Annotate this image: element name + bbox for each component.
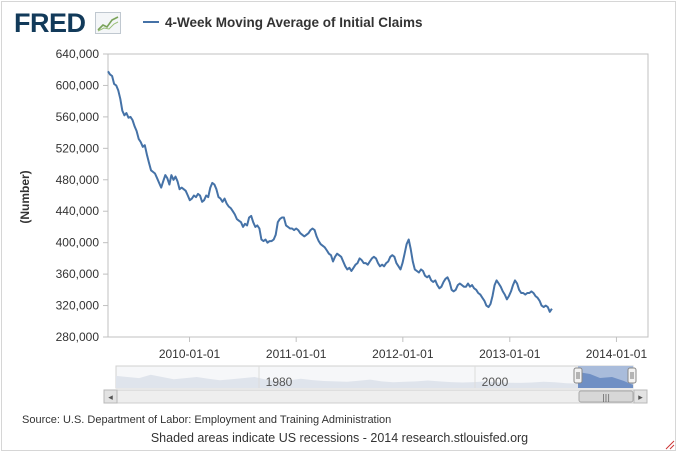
y-tick-label: 320,000: [56, 299, 100, 313]
x-tick-label: 2014-01-01: [586, 347, 648, 361]
y-tick-label: 480,000: [56, 173, 100, 187]
scrollbar-right-button[interactable]: [633, 389, 648, 404]
left-arrow-icon: ◂: [108, 393, 113, 403]
y-tick-label: 560,000: [56, 110, 100, 124]
scrollbar-track[interactable]: [103, 389, 648, 404]
y-tick-label: 520,000: [56, 141, 100, 155]
navigator-handle[interactable]: [573, 367, 583, 384]
series-line[interactable]: [107, 70, 553, 313]
chart-legend[interactable]: 4-Week Moving Average of Initial Claims: [143, 12, 423, 32]
y-tick-label: 360,000: [56, 267, 100, 281]
line-graph-icon: [95, 12, 121, 34]
y-tick-label: 280,000: [56, 330, 100, 344]
x-tick-label: 2010-01-01: [159, 347, 221, 361]
navigator-year-label: 1980: [266, 375, 293, 389]
y-tick-label: 600,000: [56, 78, 100, 92]
y-tick-label: 400,000: [56, 236, 100, 250]
y-tick-label: 440,000: [56, 204, 100, 218]
legend-label: 4-Week Moving Average of Initial Claims: [165, 14, 423, 30]
legend-swatch: [143, 21, 159, 23]
x-tick-label: 2013-01-01: [479, 347, 541, 361]
fred-logo[interactable]: FRED: [14, 8, 86, 38]
navigator-history: [116, 374, 578, 388]
scrollbar-left-button[interactable]: [103, 389, 118, 404]
navigator-year-label: 2000: [482, 375, 509, 389]
resize-grip-icon[interactable]: [665, 440, 675, 450]
plot-area: [107, 53, 649, 338]
x-tick-label: 2012-01-01: [372, 347, 434, 361]
scrollbar-thumb[interactable]: [578, 390, 634, 403]
navigator-selected-series: [578, 372, 633, 388]
scrollbar-grip: |||: [602, 393, 610, 402]
y-axis-title: (Number): [18, 170, 32, 223]
y-tick-label: 640,000: [56, 47, 100, 61]
right-arrow-icon: ▸: [638, 393, 643, 403]
x-tick-label: 2011-01-01: [266, 347, 327, 361]
recession-note[interactable]: Shaded areas indicate US recessions - 20…: [150, 431, 529, 445]
source-note: Source: U.S. Department of Labor: Employ…: [22, 414, 392, 426]
navigator-handle[interactable]: [627, 367, 637, 384]
